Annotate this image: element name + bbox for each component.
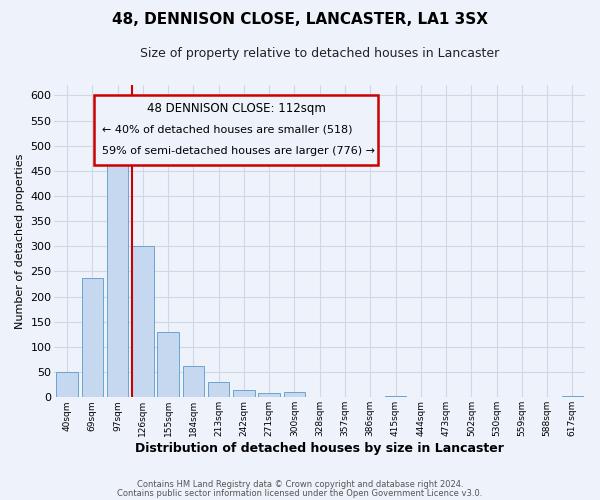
Bar — [562, 396, 583, 398]
Bar — [385, 396, 406, 398]
Bar — [107, 160, 128, 398]
FancyBboxPatch shape — [94, 94, 378, 165]
Bar — [56, 372, 78, 398]
Text: 59% of semi-detached houses are larger (776) →: 59% of semi-detached houses are larger (… — [102, 146, 375, 156]
X-axis label: Distribution of detached houses by size in Lancaster: Distribution of detached houses by size … — [135, 442, 504, 455]
Bar — [233, 390, 254, 398]
Bar — [208, 382, 229, 398]
Text: ← 40% of detached houses are smaller (518): ← 40% of detached houses are smaller (51… — [102, 124, 353, 134]
Text: 48 DENNISON CLOSE: 112sqm: 48 DENNISON CLOSE: 112sqm — [147, 102, 326, 116]
Text: 48, DENNISON CLOSE, LANCASTER, LA1 3SX: 48, DENNISON CLOSE, LANCASTER, LA1 3SX — [112, 12, 488, 28]
Bar — [82, 278, 103, 398]
Text: Contains HM Land Registry data © Crown copyright and database right 2024.: Contains HM Land Registry data © Crown c… — [137, 480, 463, 489]
Text: Contains public sector information licensed under the Open Government Licence v3: Contains public sector information licen… — [118, 490, 482, 498]
Bar — [132, 246, 154, 398]
Bar — [182, 366, 204, 398]
Title: Size of property relative to detached houses in Lancaster: Size of property relative to detached ho… — [140, 48, 499, 60]
Y-axis label: Number of detached properties: Number of detached properties — [15, 154, 25, 329]
Bar — [157, 332, 179, 398]
Bar — [259, 394, 280, 398]
Bar — [284, 392, 305, 398]
